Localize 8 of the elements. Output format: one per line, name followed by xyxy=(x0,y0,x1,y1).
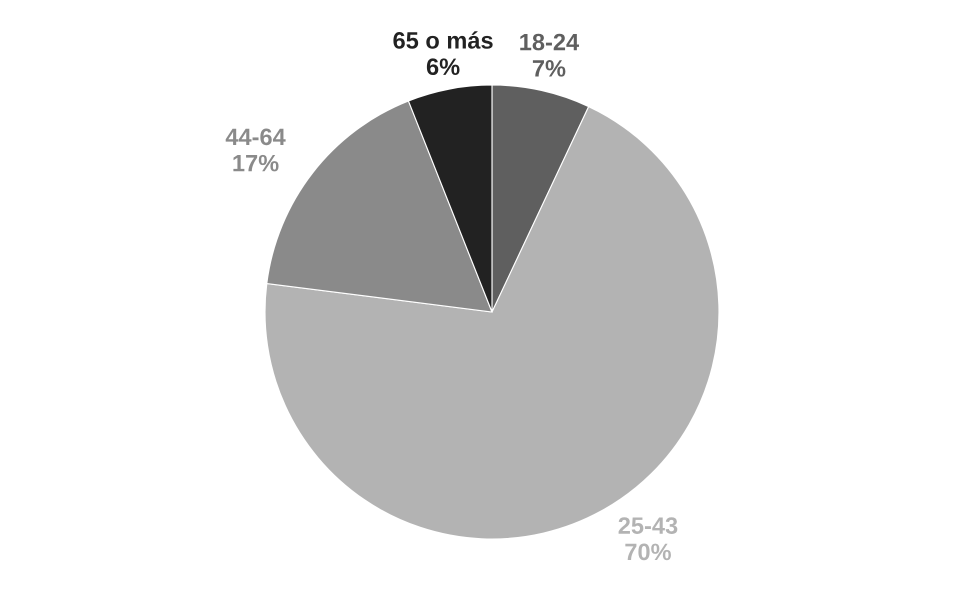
data-label: 7% xyxy=(532,60,566,77)
slice-label: 18-24 xyxy=(520,34,580,50)
slice-label: 65 o más xyxy=(393,31,493,49)
slice-label: 25-43 xyxy=(618,517,678,534)
data-label: 70% xyxy=(625,544,671,560)
data-label: 17% xyxy=(233,154,279,172)
slice-label: 44-64 xyxy=(226,128,286,146)
data-label: 6% xyxy=(426,58,460,76)
